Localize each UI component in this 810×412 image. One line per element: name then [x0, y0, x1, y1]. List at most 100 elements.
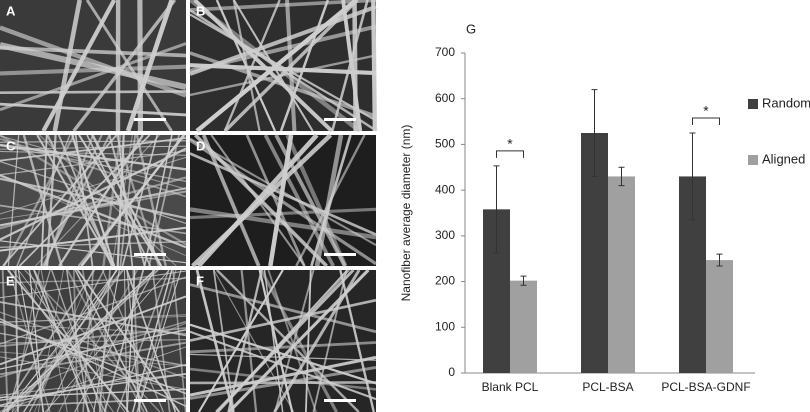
error-bar [689, 132, 696, 221]
fiber [82, 269, 94, 412]
fiber [274, 269, 315, 412]
fiber [215, 268, 355, 412]
scale-bar [324, 118, 356, 121]
fiber [189, 24, 377, 73]
fiber [210, 134, 306, 267]
panel-label: F [196, 273, 204, 288]
fiber [263, 134, 335, 267]
fiber [1, 269, 9, 412]
significance-bracket [692, 117, 720, 125]
fiber [0, 190, 187, 220]
fiber [0, 311, 187, 379]
panel-label: D [196, 138, 205, 153]
fiber [195, 0, 358, 133]
significance-label: * [703, 103, 709, 119]
fiber [0, 90, 187, 95]
y-tick-label: 200 [435, 274, 455, 288]
fiber [213, 269, 295, 412]
fiber [137, 269, 182, 412]
fiber [352, 0, 358, 132]
y-tick-label: 500 [435, 137, 455, 151]
fiber [189, 355, 377, 397]
fiber [66, 269, 145, 412]
fiber [189, 152, 377, 236]
fiber [16, 134, 71, 267]
error-bar [591, 89, 598, 177]
fiber [189, 138, 377, 266]
fiber [232, 0, 314, 132]
fiber [0, 137, 187, 162]
fiber [305, 269, 312, 412]
fiber [136, 269, 177, 412]
y-axis-label: Nanofiber average diameter (nm) [399, 125, 413, 302]
y-tick-label: 700 [435, 45, 455, 59]
fiber [58, 269, 138, 412]
fiber [91, 134, 162, 267]
fiber [189, 298, 377, 342]
fiber [0, 270, 187, 299]
y-tick-label: 100 [435, 319, 455, 333]
legend-swatch [748, 99, 758, 109]
fiber [0, 134, 187, 246]
fiber [135, 134, 167, 267]
fiber [0, 147, 187, 241]
y-tick-label: 400 [435, 182, 455, 196]
legend-label: Aligned [762, 151, 805, 166]
legend-label: Random [762, 95, 810, 110]
fiber [12, 269, 124, 412]
fiber [0, 276, 187, 345]
fiber [0, 174, 187, 249]
fiber [0, 45, 187, 58]
fiber [267, 269, 317, 412]
scale-bar [324, 253, 356, 256]
fiber [0, 25, 187, 98]
scale-bar [324, 399, 356, 402]
fiber [0, 388, 187, 399]
fiber [189, 54, 377, 97]
significance-bracket [496, 150, 524, 158]
fiber [0, 322, 187, 400]
fiber [116, 269, 170, 412]
fiber [7, 269, 51, 412]
fiber [17, 269, 45, 412]
panel-label: B [196, 3, 205, 18]
fiber [52, 0, 82, 132]
fiber [189, 341, 377, 354]
fiber [189, 63, 377, 76]
fiber [193, 0, 334, 133]
x-tick-label: PCL-BSA-GDNF [661, 380, 750, 394]
panel-label: C [6, 138, 16, 153]
fiber [126, 269, 141, 412]
fiber [285, 0, 297, 132]
fiber [245, 134, 306, 267]
fiber [279, 0, 330, 132]
fiber [197, 269, 284, 412]
fiber [285, 134, 348, 267]
fiber [0, 150, 187, 176]
fiber [28, 269, 44, 412]
fiber [258, 269, 294, 412]
fiber [12, 269, 114, 412]
fiber [137, 0, 144, 132]
fiber [295, 134, 366, 267]
error-bar [716, 253, 723, 267]
fiber [33, 269, 107, 412]
fiber [274, 134, 347, 267]
error-bar [520, 275, 527, 286]
panel-label: E [6, 273, 15, 288]
fiber [191, 133, 333, 268]
y-tick-label: 300 [435, 228, 455, 242]
fiber [0, 64, 187, 76]
fiber [0, 177, 187, 220]
fiber [227, 269, 263, 412]
fiber [189, 367, 377, 391]
significance-label: * [507, 136, 513, 152]
fiber [126, 269, 177, 412]
fiber [125, 0, 174, 132]
fiber [86, 134, 152, 267]
fiber [43, 134, 103, 267]
y-tick-label: 0 [448, 365, 455, 379]
fiber [7, 134, 20, 267]
fiber [0, 364, 187, 406]
scale-bar [134, 253, 166, 256]
